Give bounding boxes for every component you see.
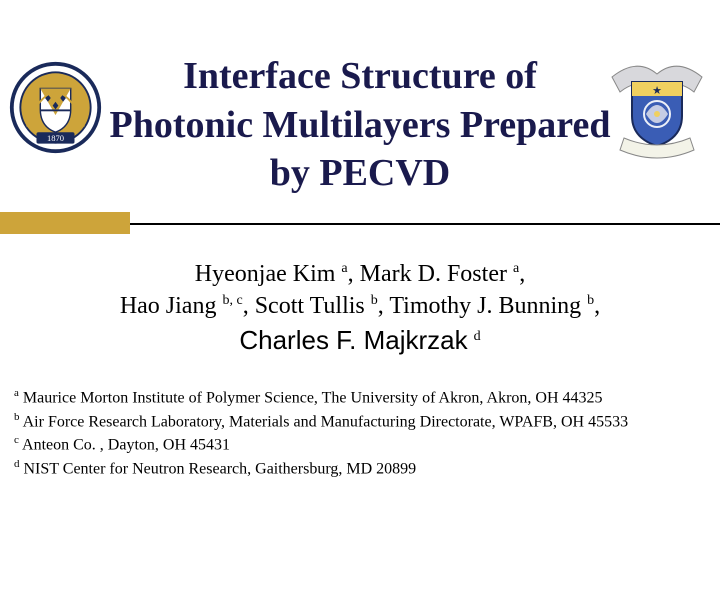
author-3-affil: b, c — [222, 293, 242, 308]
author-1: Hyeonjae Kim — [195, 261, 336, 287]
university-seal-logo: 1870 — [8, 60, 103, 155]
authors-block: Hyeonjae Kim a, Mark D. Foster a, Hao Ji… — [0, 258, 720, 358]
svg-text:1870: 1870 — [47, 133, 64, 143]
divider-accent-bar — [0, 212, 130, 234]
author-6-affil: d — [474, 329, 481, 344]
author-4: Scott Tullis — [255, 293, 365, 319]
title-line-2: Photonic Multilayers Prepared — [110, 104, 611, 146]
title-line-1: Interface Structure of — [183, 55, 537, 97]
title-divider — [0, 212, 720, 234]
author-4-affil: b — [371, 293, 378, 308]
author-3: Hao Jiang — [120, 293, 217, 319]
title-line-3: by PECVD — [270, 152, 451, 194]
author-5: Timothy J. Bunning — [389, 293, 581, 319]
affiliation-c: c Anteon Co. , Dayton, OH 45431 — [14, 433, 710, 457]
author-5-affil: b — [587, 293, 594, 308]
author-6: Charles F. Majkrzak — [239, 325, 467, 355]
svg-text:★: ★ — [652, 85, 662, 97]
affiliation-d: d NIST Center for Neutron Research, Gait… — [14, 457, 710, 481]
author-1-affil: a — [341, 261, 347, 276]
author-2: Mark D. Foster — [360, 261, 507, 287]
affiliations-block: a Maurice Morton Institute of Polymer Sc… — [0, 386, 720, 480]
afrl-shield-logo: ★ — [602, 52, 712, 162]
affiliation-a: a Maurice Morton Institute of Polymer Sc… — [14, 386, 710, 410]
affiliation-b: b Air Force Research Laboratory, Materia… — [14, 410, 710, 434]
author-2-affil: a — [513, 261, 519, 276]
